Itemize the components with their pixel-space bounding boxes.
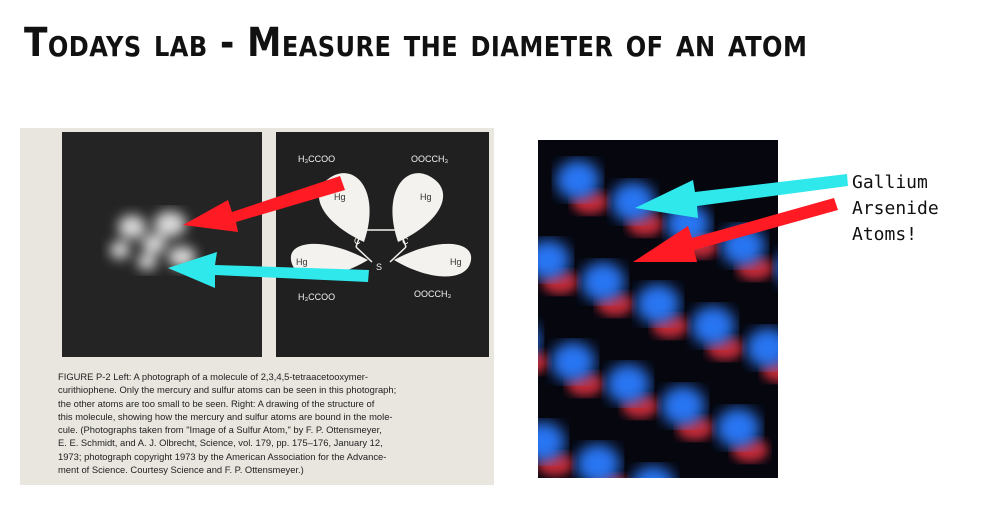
gallium-atom <box>581 262 625 302</box>
gallium-atom <box>551 342 595 382</box>
formula-top-right: OOCCH₃ <box>411 154 448 164</box>
atom-label-c2: C <box>402 236 409 246</box>
cyan-arrow-gallium <box>635 174 848 218</box>
gallium-atom <box>691 306 735 346</box>
formula-top-left: H₃CCOO <box>298 154 335 164</box>
gallium-atom <box>606 364 650 404</box>
caption-line: 1973; photograph copyright 1973 by the A… <box>58 450 387 462</box>
annotation-line-gallium: Gallium <box>852 172 928 193</box>
slide-title: Todays lab - Measure the diameter of an … <box>24 20 808 66</box>
atom-label-c1: C <box>354 236 361 246</box>
caption-line: ment of Science. Courtesy Science and F.… <box>58 464 304 476</box>
red-arrow-molecule <box>183 176 345 232</box>
gallium-atom <box>538 331 540 349</box>
lobe-bottom-right <box>394 243 472 277</box>
molecule-structure-drawing: C C S Hg Hg Hg Hg H₃CCOO OOCCH₃ H₃CCOO O… <box>276 132 489 357</box>
formula-bottom-right: OOCCH₃ <box>414 289 451 299</box>
arsenide-atom <box>538 351 548 373</box>
gallium-atom <box>611 182 655 222</box>
gallium-atom <box>636 284 680 324</box>
red-arrow-arsenide <box>633 198 838 262</box>
gallium-atom <box>661 386 705 426</box>
caption-line: curithiophene. Only the mercury and sulf… <box>58 384 397 396</box>
hg-label-4: Hg <box>450 257 462 267</box>
gallium-atom <box>576 444 620 478</box>
gallium-atom <box>746 328 778 368</box>
annotation-line-atoms: Atoms! <box>852 224 918 245</box>
caption-line: cule. (Photographs taken from "Image of … <box>58 424 382 436</box>
gallium-atom <box>632 466 674 478</box>
figure-caption: FIGURE P-2 Left: A photograph of a molec… <box>58 370 484 476</box>
caption-line: FIGURE P-2 Left: A photograph of a molec… <box>58 371 369 382</box>
structure-svg: C C S Hg Hg Hg Hg H₃CCOO OOCCH₃ H₃CCOO O… <box>276 132 489 357</box>
formula-bottom-left: H₃CCOO <box>298 292 335 302</box>
caption-line: this molecule, showing how the mercury a… <box>58 410 393 422</box>
caption-line: E. E. Schmidt, and A. J. Olbrecht, Scien… <box>58 437 383 449</box>
atom-label-s: S <box>376 262 382 272</box>
molecule-photograph <box>62 132 262 357</box>
gallium-atom <box>538 240 570 280</box>
gallium-atom <box>716 408 760 448</box>
gallium-atom <box>776 259 778 277</box>
caption-line: the other atoms are too small to be seen… <box>58 397 375 409</box>
hg-label-1: Hg <box>334 192 346 202</box>
hg-label-3: Hg <box>296 257 308 267</box>
cyan-arrow-molecule <box>168 252 369 288</box>
annotation-line-arsenide: Arsenide <box>852 198 939 219</box>
lobe-top-right <box>392 173 444 242</box>
hg-label-2: Hg <box>420 192 432 202</box>
gallium-atom <box>538 422 565 462</box>
gallium-atom <box>556 160 600 200</box>
molecule-photo-svg <box>62 132 262 357</box>
